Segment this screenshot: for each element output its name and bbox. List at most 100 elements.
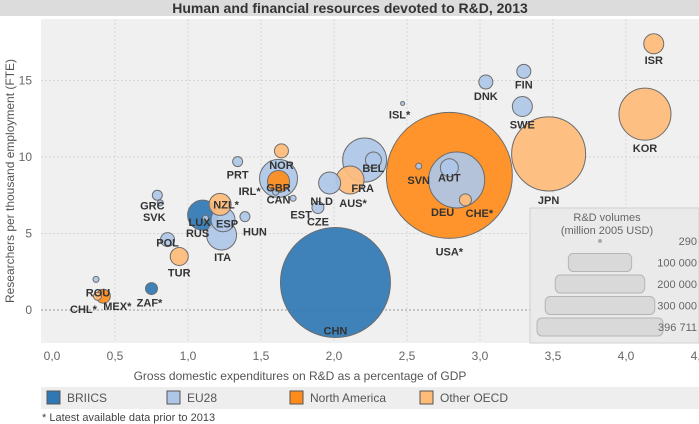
legend-label: BRIICS <box>67 391 107 405</box>
x-tick-label: 1,0 <box>180 349 197 363</box>
bubble-label: MEX* <box>103 301 132 313</box>
bubble-label: GRC <box>140 200 165 212</box>
bubble-label: CAN <box>267 194 291 206</box>
bubble-label: NLD <box>310 196 333 208</box>
bubble-label: NZL* <box>213 199 239 211</box>
bubble-pol[interactable] <box>160 232 176 248</box>
bubble-isl[interactable] <box>400 100 406 106</box>
bubble-swe[interactable] <box>511 96 533 118</box>
bubble-bel[interactable] <box>364 151 382 169</box>
bubble-isr[interactable] <box>643 33 665 55</box>
size-legend-value: 290 <box>679 236 697 248</box>
bubble-label: HUN <box>243 227 267 239</box>
legend-label: North America <box>310 391 386 405</box>
bubble-label: ESP <box>216 219 238 231</box>
x-tick-label: 1,5 <box>253 349 270 363</box>
y-tick-label: 0 <box>25 303 32 317</box>
y-axis-label: Researchers per thousand employment (FTE… <box>3 59 17 303</box>
bubble-svn[interactable] <box>415 162 423 170</box>
bubble-label: ZAF* <box>137 298 163 310</box>
y-tick-label: 15 <box>19 74 33 88</box>
bubble-nzl[interactable] <box>208 192 232 216</box>
bubble-label: GBR <box>266 182 291 194</box>
bubble-kor[interactable] <box>618 87 672 141</box>
title-bar <box>0 0 699 16</box>
x-tick-label: 4,5 <box>691 349 699 363</box>
legend-swatch <box>419 390 434 405</box>
legend-swatch <box>289 390 304 405</box>
bubble-jpn[interactable] <box>511 116 587 192</box>
bubble-che[interactable] <box>458 193 472 207</box>
legend-swatch <box>46 390 61 405</box>
bubble-label: PRT <box>227 170 249 182</box>
size-legend-value: 396 711 <box>658 322 697 334</box>
bubble-est[interactable] <box>289 194 297 202</box>
bubble-irl[interactable] <box>272 188 280 196</box>
bubble-label: USA* <box>436 246 464 258</box>
legend-label: EU28 <box>187 391 217 405</box>
bubble-label: CHL* <box>70 304 98 316</box>
bubble-label: DNK <box>474 91 498 103</box>
bubble-label: EST <box>290 209 312 221</box>
bubble-label: ISL* <box>389 109 411 121</box>
bubble-label: RUS <box>186 228 209 240</box>
size-legend-swatch <box>554 274 646 294</box>
size-legend-subtitle: (million 2005 USD) <box>561 225 653 237</box>
bubble-label: ROU <box>86 287 111 299</box>
bubble-nor[interactable] <box>273 143 289 159</box>
chart-title: Human and financial resources devoted to… <box>172 0 528 16</box>
bubble-label: SVK <box>143 212 166 224</box>
x-tick-label: 0,0 <box>44 349 61 363</box>
legend-swatch <box>166 390 181 405</box>
bubble-label: ITA <box>214 252 231 264</box>
y-tick-label: 10 <box>19 150 33 164</box>
bubble-rou[interactable] <box>92 275 100 283</box>
legend-label: Other OECD <box>440 391 508 405</box>
bubble-tur[interactable] <box>169 246 189 266</box>
bubble-nld[interactable] <box>318 171 342 195</box>
bubble-label: FIN <box>515 79 533 91</box>
x-tick-label: 3,5 <box>545 349 562 363</box>
bubble-hun[interactable] <box>239 211 251 223</box>
bubble-label: JPN <box>538 195 559 207</box>
bubble-label: ISR <box>645 55 663 67</box>
size-legend-value: 200 000 <box>657 279 697 291</box>
bubble-label: CHN <box>324 325 348 337</box>
bubble-svk[interactable] <box>156 199 164 207</box>
category-legend: BRIICS EU28 North America Other OECD <box>46 390 508 405</box>
bubble-label: AUT <box>438 173 461 185</box>
bubble-zaf[interactable] <box>144 282 159 296</box>
size-legend-swatch <box>567 253 633 272</box>
size-legend-swatch <box>544 296 656 315</box>
bubble-fin[interactable] <box>516 63 532 79</box>
bubble-grc[interactable] <box>151 189 163 201</box>
bubble-chn[interactable] <box>279 226 391 338</box>
bubble-label: DEU <box>431 207 454 219</box>
bubble-label: CZE <box>307 216 329 228</box>
size-legend-swatch <box>536 317 664 337</box>
x-axis-label: Gross domestic expenditures on R&D as a … <box>134 369 467 383</box>
bubble-label: IRL* <box>239 186 262 198</box>
bubble-label: TUR <box>168 267 191 279</box>
bubble-label: BEL <box>362 163 384 175</box>
bubble-lux[interactable] <box>202 214 210 222</box>
size-legend: R&D volumes (million 2005 USD) 290 100 00… <box>529 207 699 344</box>
bubble-label: SVN <box>407 175 430 187</box>
size-legend-value: 100 000 <box>657 258 697 270</box>
bubble-dnk[interactable] <box>478 74 494 90</box>
x-tick-label: 0,5 <box>107 349 124 363</box>
bubble-aut[interactable] <box>439 158 459 178</box>
legend-bar <box>41 387 699 409</box>
x-tick-label: 4,0 <box>618 349 635 363</box>
bubble-cze[interactable] <box>311 200 325 214</box>
x-tick-label: 2,0 <box>326 349 343 363</box>
bubble-label: AUS* <box>339 198 367 210</box>
bubble-chl[interactable] <box>92 291 102 301</box>
bubble-prt[interactable] <box>232 156 244 168</box>
x-tick-label: 3,0 <box>472 349 489 363</box>
size-legend-dot <box>598 239 602 243</box>
bubble-label: KOR <box>633 143 658 155</box>
bubble-label: LUX <box>189 217 212 229</box>
x-tick-label: 2,5 <box>399 349 416 363</box>
